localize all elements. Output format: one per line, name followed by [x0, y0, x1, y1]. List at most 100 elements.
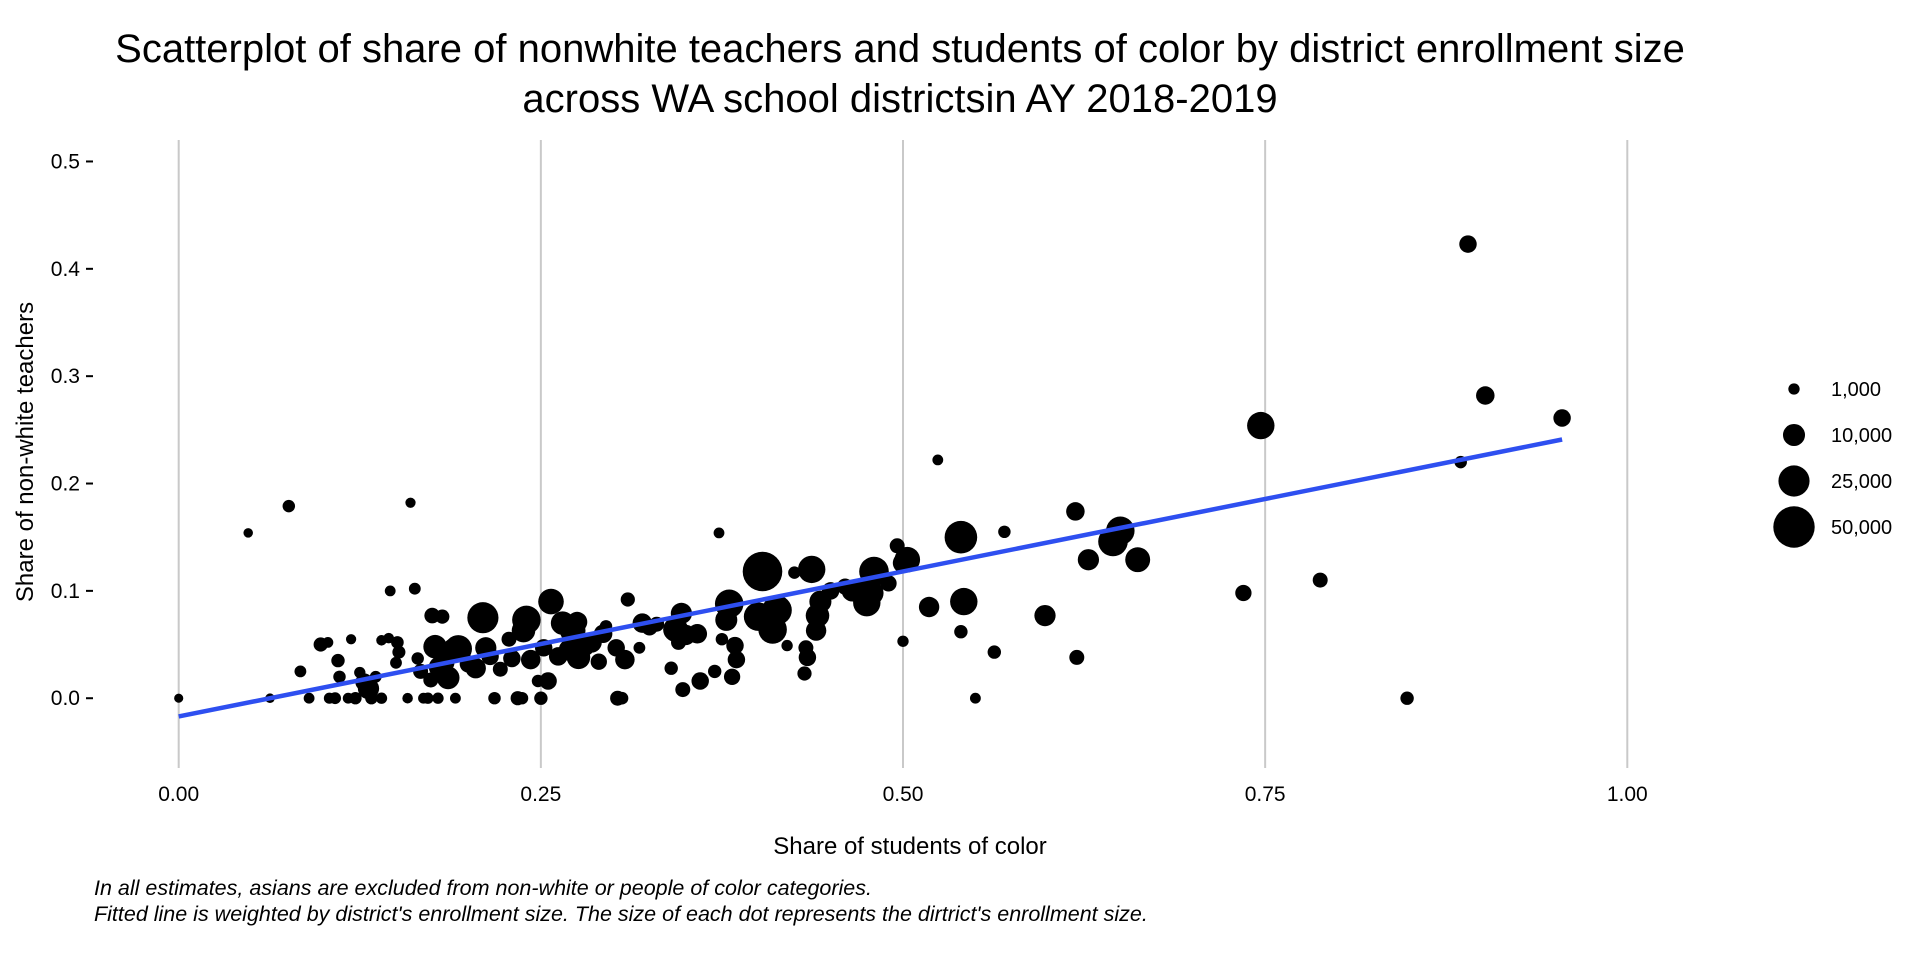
data-point-11	[333, 670, 346, 684]
data-point-93	[713, 527, 725, 539]
data-point-128	[944, 520, 978, 554]
data-point-124	[894, 546, 921, 573]
legend-key-1	[1782, 423, 1806, 447]
y-tick-label-3: 0.3	[51, 365, 80, 388]
data-point-36	[423, 634, 447, 659]
data-point-50	[488, 691, 501, 705]
gridlines	[177, 140, 1629, 768]
y-tick-label-2: 0.2	[51, 473, 80, 496]
data-point-46	[465, 658, 486, 679]
x-tick-label-2: 0.50	[883, 783, 924, 806]
data-point-79	[620, 592, 635, 607]
data-point-53	[503, 649, 521, 668]
data-point-58	[520, 649, 541, 670]
data-point-108	[798, 648, 817, 667]
legend-label-3: 50,000	[1831, 517, 1892, 539]
data-point-147	[1553, 409, 1571, 427]
data-point-94	[715, 632, 729, 646]
caption-line-2: Fitted line is weighted by district's en…	[94, 902, 1148, 926]
data-point-99	[727, 650, 746, 669]
y-axis: 0.0 0.1 0.2 0.3 0.4 0.5	[51, 150, 93, 710]
data-point-62	[539, 672, 557, 690]
data-point-78	[615, 649, 635, 670]
y-tick-label-5: 0.5	[51, 150, 80, 173]
y-tick-label-0: 0.0	[51, 687, 80, 710]
data-point-125	[918, 596, 940, 618]
data-point-0	[174, 693, 184, 703]
data-point-139	[1125, 547, 1151, 573]
data-point-63	[538, 588, 564, 615]
data-point-97	[723, 668, 741, 685]
data-point-141	[1247, 411, 1275, 440]
chart-title: Scatterplot of share of nonwhite teacher…	[0, 24, 1800, 124]
data-point-68	[566, 611, 588, 633]
data-point-145	[1459, 235, 1477, 253]
y-tick-label-4: 0.4	[51, 258, 81, 281]
data-point-103	[762, 595, 792, 626]
data-point-140	[1235, 584, 1252, 602]
data-point-134	[1066, 502, 1085, 521]
chart-title-line-1: Scatterplot of share of nonwhite teacher…	[115, 27, 1685, 71]
data-point-104	[781, 639, 793, 652]
data-point-129	[950, 587, 978, 616]
data-point-55	[515, 691, 529, 705]
data-point-146	[1476, 386, 1495, 405]
data-point-51	[492, 661, 508, 677]
data-point-142	[1312, 572, 1328, 588]
fit-line	[178, 437, 1563, 719]
legend-key-3	[1773, 506, 1815, 548]
data-point-91	[691, 672, 709, 690]
legend-key-2	[1778, 465, 1810, 497]
data-point-47	[467, 602, 499, 634]
data-point-57	[512, 605, 541, 635]
data-point-133	[1034, 604, 1056, 627]
data-point-101	[742, 551, 783, 592]
data-point-37	[432, 692, 444, 704]
data-point-43	[449, 692, 461, 704]
data-point-109	[798, 555, 826, 584]
size-legend: 1,000 10,000 25,000 50,000	[1773, 379, 1892, 548]
data-point-135	[1069, 649, 1085, 665]
data-point-136	[1077, 549, 1100, 571]
data-point-3	[282, 499, 296, 513]
chart-title-line-2: across WA school districtsin AY 2018-201…	[522, 77, 1278, 121]
data-point-28	[405, 497, 416, 508]
data-point-52	[501, 631, 517, 647]
y-axis-title: Share of non-white teachers	[12, 302, 39, 602]
data-point-39	[435, 609, 450, 624]
data-point-98	[726, 636, 744, 655]
data-point-88	[675, 682, 691, 698]
fit-line-layer	[178, 437, 1563, 719]
data-point-29	[408, 582, 421, 595]
legend-label-1: 10,000	[1831, 425, 1892, 447]
x-tick-label-1: 0.25	[520, 783, 561, 806]
x-tick-label-3: 0.75	[1245, 783, 1286, 806]
data-point-84	[664, 661, 678, 675]
data-point-18	[365, 691, 378, 705]
data-point-25	[391, 636, 404, 649]
legend-label-2: 25,000	[1831, 471, 1892, 493]
data-point-5	[303, 692, 315, 704]
x-axis: 0.00 0.25 0.50 0.75 1.00	[158, 783, 1647, 806]
data-point-24	[390, 656, 402, 669]
data-point-72	[590, 653, 607, 670]
data-point-80	[633, 641, 646, 654]
data-point-30	[411, 652, 424, 665]
legend-key-0	[1788, 383, 1800, 395]
x-tick-label-4: 1.00	[1607, 783, 1648, 806]
data-point-9	[329, 692, 342, 705]
data-point-27	[402, 692, 413, 704]
data-point-143	[1400, 691, 1414, 705]
data-point-120	[880, 575, 897, 592]
data-point-44	[444, 635, 472, 663]
data-point-90	[687, 624, 708, 644]
data-point-60	[534, 691, 548, 705]
data-point-7	[322, 636, 334, 648]
data-point-138	[1106, 516, 1135, 546]
data-point-105	[788, 566, 801, 579]
data-point-10	[331, 653, 345, 668]
legend-label-0: 1,000	[1831, 379, 1881, 401]
data-point-118	[858, 580, 884, 606]
data-point-130	[969, 692, 981, 704]
